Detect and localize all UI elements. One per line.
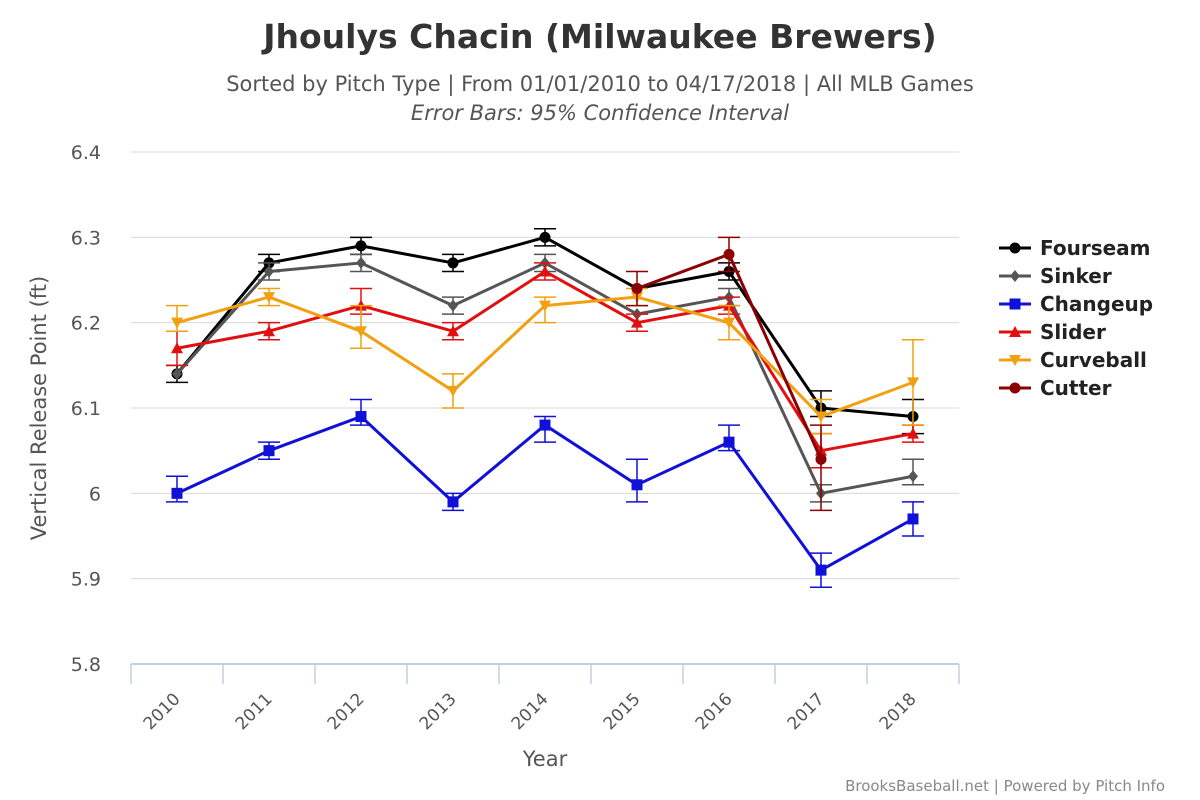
point-curveball [171, 317, 183, 329]
x-tick-label: 2012 [324, 689, 369, 734]
plot-area [166, 228, 924, 588]
chart-subtitle: Sorted by Pitch Type | From 01/01/2010 t… [226, 72, 974, 97]
x-axis: 2010 2011 2012 2013 2014 2015 2016 2017 2018 [130, 663, 960, 734]
point-curveball [447, 385, 459, 397]
series-curveball [166, 287, 924, 435]
point-sinker [908, 470, 918, 483]
point-cutter [815, 453, 827, 465]
legend: Fourseam Sinker Changeup Slider Curveball Cut… [999, 236, 1153, 400]
y-tick-label: 6.4 [71, 142, 101, 164]
point-sinker [356, 256, 366, 269]
point-fourseam [355, 240, 367, 252]
point-slider [447, 325, 459, 337]
point-slider [631, 316, 643, 328]
series-cutter [626, 236, 832, 512]
legend-label-slider: Slider [1040, 320, 1106, 344]
x-tick-label: 2011 [232, 689, 277, 734]
point-sinker [172, 367, 182, 380]
legend-label-changeup: Changeup [1040, 292, 1153, 316]
legend-marker-cutter [1009, 382, 1021, 394]
legend-marker-sinker [1010, 270, 1020, 282]
point-changeup [723, 436, 735, 448]
legend-item-sinker[interactable]: Sinker [999, 264, 1112, 288]
y-tick-label: 5.8 [71, 654, 101, 676]
chart-title: Jhoulys Chacin (Milwaukee Brewers) [261, 17, 937, 56]
point-slider [263, 325, 275, 337]
y-axis-title: Vertical Release Point (ft) [27, 276, 51, 540]
legend-label-cutter: Cutter [1040, 376, 1112, 400]
point-fourseam [539, 231, 551, 243]
y-tick-label: 6 [89, 483, 101, 505]
y-tick-label: 6.3 [71, 227, 101, 249]
legend-item-changeup[interactable]: Changeup [999, 292, 1153, 316]
series-sinker [172, 253, 924, 503]
grid-lines [131, 151, 959, 580]
point-changeup [907, 513, 919, 525]
legend-marker-fourseam [1009, 242, 1021, 254]
chart-subtitle-error-bars: Error Bars: 95% Confidence Interval [411, 101, 789, 125]
y-tick-label: 5.9 [71, 569, 101, 591]
legend-item-curveball[interactable]: Curveball [999, 348, 1147, 372]
point-changeup [263, 445, 275, 457]
point-slider [907, 427, 919, 439]
legend-marker-slider [1009, 326, 1021, 337]
point-sinker [264, 265, 274, 278]
y-tick-label: 6.2 [71, 313, 101, 335]
point-fourseam [447, 257, 459, 269]
point-curveball [907, 377, 919, 389]
legend-item-fourseam[interactable]: Fourseam [999, 236, 1151, 260]
point-changeup [355, 411, 367, 423]
legend-label-curveball: Curveball [1040, 348, 1147, 372]
point-changeup [815, 564, 827, 576]
x-tick-label: 2015 [600, 689, 645, 734]
x-axis-title: Year [522, 747, 568, 771]
legend-marker-changeup [1009, 298, 1021, 310]
point-slider [539, 265, 551, 277]
legend-label-fourseam: Fourseam [1040, 236, 1151, 260]
legend-label-sinker: Sinker [1040, 264, 1112, 288]
legend-marker-curveball [1009, 355, 1021, 366]
x-tick-label: 2016 [692, 689, 737, 734]
x-tick-label: 2014 [508, 689, 553, 734]
point-curveball [723, 317, 735, 329]
x-tick-label: 2010 [140, 689, 185, 734]
legend-item-slider[interactable]: Slider [999, 320, 1106, 344]
point-curveball [539, 300, 551, 312]
legend-item-cutter[interactable]: Cutter [999, 376, 1112, 400]
x-tick-label: 2017 [784, 689, 829, 734]
point-slider [171, 342, 183, 354]
point-curveball [815, 411, 827, 423]
point-cutter [723, 248, 735, 260]
point-cutter [631, 283, 643, 295]
y-tick-label: 6.1 [71, 398, 101, 420]
point-changeup [631, 479, 643, 491]
point-sinker [448, 299, 458, 312]
point-curveball [263, 292, 275, 304]
point-changeup [447, 496, 459, 508]
x-tick-label: 2013 [416, 689, 461, 734]
series-changeup [166, 398, 924, 588]
x-tick-label: 2018 [876, 689, 921, 734]
y-axis-ticks: 5.8 5.9 6 6.1 6.2 6.3 6.4 [71, 142, 101, 676]
point-changeup [539, 419, 551, 431]
point-curveball [355, 326, 367, 338]
point-changeup [171, 487, 183, 499]
credits[interactable]: BrooksBaseball.net | Powered by Pitch In… [845, 777, 1165, 795]
